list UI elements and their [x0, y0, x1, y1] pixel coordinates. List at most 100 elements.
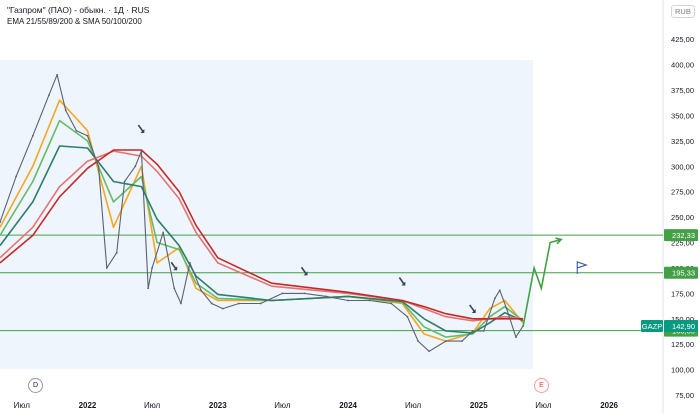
price-point	[189, 261, 191, 264]
moving-average-lines	[0, 99, 524, 342]
price-point	[325, 295, 328, 298]
indicator-legend: EMA 21/55/89/200 & SMA 50/100/200	[7, 17, 142, 26]
price-point	[221, 307, 224, 310]
annotation-arrows	[137, 124, 476, 313]
price-point	[445, 340, 447, 343]
price-point	[210, 302, 213, 305]
level-tag-bg	[664, 266, 698, 279]
price-point	[173, 287, 176, 290]
y-tick-label: 100,00	[671, 366, 694, 375]
price-line-group	[0, 73, 524, 353]
y-tick-label: 350,00	[671, 111, 694, 120]
x-tick-label: 2026	[600, 401, 618, 410]
price-point	[303, 292, 306, 295]
annotation-arrowhead-0	[140, 129, 145, 134]
y-tick-label: 75,00	[675, 391, 694, 400]
x-tick-label: 2022	[79, 401, 97, 410]
projection-line	[522, 238, 562, 328]
y-tick-label: 300,00	[671, 162, 694, 171]
price-point	[417, 340, 419, 343]
price-point	[515, 336, 517, 338]
price-point	[147, 287, 150, 290]
price-point	[123, 180, 126, 183]
y-tick-label: 125,00	[671, 340, 694, 349]
level-lines	[0, 234, 663, 332]
moving-average-line-1	[0, 119, 524, 338]
projection-arrowhead	[555, 237, 563, 245]
x-tick-label: 2023	[209, 401, 227, 410]
annotation-arrow-icon-1	[170, 261, 177, 270]
x-tick-label: 2024	[339, 401, 357, 410]
earnings-marker-icon[interactable]: E	[534, 378, 549, 393]
price-point	[493, 297, 496, 300]
level-tag-label: 232,33	[672, 231, 695, 240]
price-point	[64, 109, 67, 112]
price-point	[347, 299, 350, 302]
moving-average-line-2	[0, 145, 524, 334]
price-point	[259, 302, 262, 305]
annotation-arrowhead-2	[303, 271, 308, 276]
level-tag-bg	[664, 229, 698, 242]
price-point	[75, 129, 78, 132]
y-tick-label: 425,00	[671, 35, 694, 44]
chart-title: "Газпром" (ПАО) - обыкн. · 1Д · RUS	[7, 5, 150, 15]
price-point	[471, 330, 474, 332]
currency-button[interactable]: RUB	[671, 5, 695, 18]
last-price-tag-bg	[664, 319, 698, 332]
price-point	[115, 251, 118, 254]
annotation-arrow-icon-2	[300, 266, 308, 275]
y-tick-label: 225,00	[671, 239, 694, 248]
x-tick-label: Июл	[14, 401, 31, 410]
x-tick-label: Июл	[405, 401, 422, 410]
annotation-arrow-icon-4	[469, 304, 476, 313]
price-point	[237, 302, 240, 305]
annotation-arrowhead-1	[173, 266, 178, 271]
dividend-marker-icon[interactable]: D	[28, 378, 43, 393]
y-tick-label: 275,00	[671, 188, 694, 197]
annotation-arrowhead-3	[401, 281, 406, 286]
y-tick-label: 250,00	[671, 213, 694, 222]
price-point	[97, 165, 100, 168]
x-tick-label: Июл	[144, 401, 161, 410]
target-flag-icon	[576, 261, 588, 274]
y-tick-label: 325,00	[671, 137, 694, 146]
y-tick-label: 150,00	[671, 315, 694, 324]
x-tick-label: Июл	[274, 401, 291, 410]
price-point	[48, 94, 50, 97]
last-price-value: 142,90	[672, 322, 695, 331]
price-point	[461, 340, 463, 343]
price-point	[180, 302, 182, 305]
ticker-tag-label: GAZP	[642, 322, 662, 331]
y-tick-label: 175,00	[671, 289, 694, 298]
price-point	[151, 267, 153, 269]
annotation-arrowhead-4	[471, 308, 476, 313]
projection-group	[522, 237, 588, 328]
x-tick-label: 2025	[470, 401, 488, 410]
price-point	[281, 292, 284, 295]
highlight-range	[0, 60, 533, 369]
price-point	[140, 150, 143, 152]
price-point	[86, 134, 89, 137]
y-tick-label: 400,00	[671, 61, 694, 70]
price-point	[56, 73, 59, 76]
price-point	[200, 289, 202, 292]
y-tick-label: 375,00	[671, 86, 694, 95]
price-point	[482, 330, 485, 332]
level-tag-label: 195,33	[672, 269, 695, 278]
moving-average-line-3	[0, 150, 524, 322]
price-point	[105, 267, 108, 269]
price-point	[0, 221, 1, 224]
price-point	[505, 307, 508, 310]
price-point	[368, 299, 371, 302]
price-point	[134, 165, 137, 168]
x-tick-label: Июл	[535, 401, 552, 410]
price-point	[428, 350, 431, 353]
price-point	[162, 231, 165, 234]
ticker-tag-bg	[641, 319, 663, 332]
price-point	[498, 289, 501, 292]
x-axis: Июл 2022 Июл 2023 Июл 2024 Июл 2025 Июл 2026	[14, 401, 619, 410]
price-point	[31, 134, 34, 137]
